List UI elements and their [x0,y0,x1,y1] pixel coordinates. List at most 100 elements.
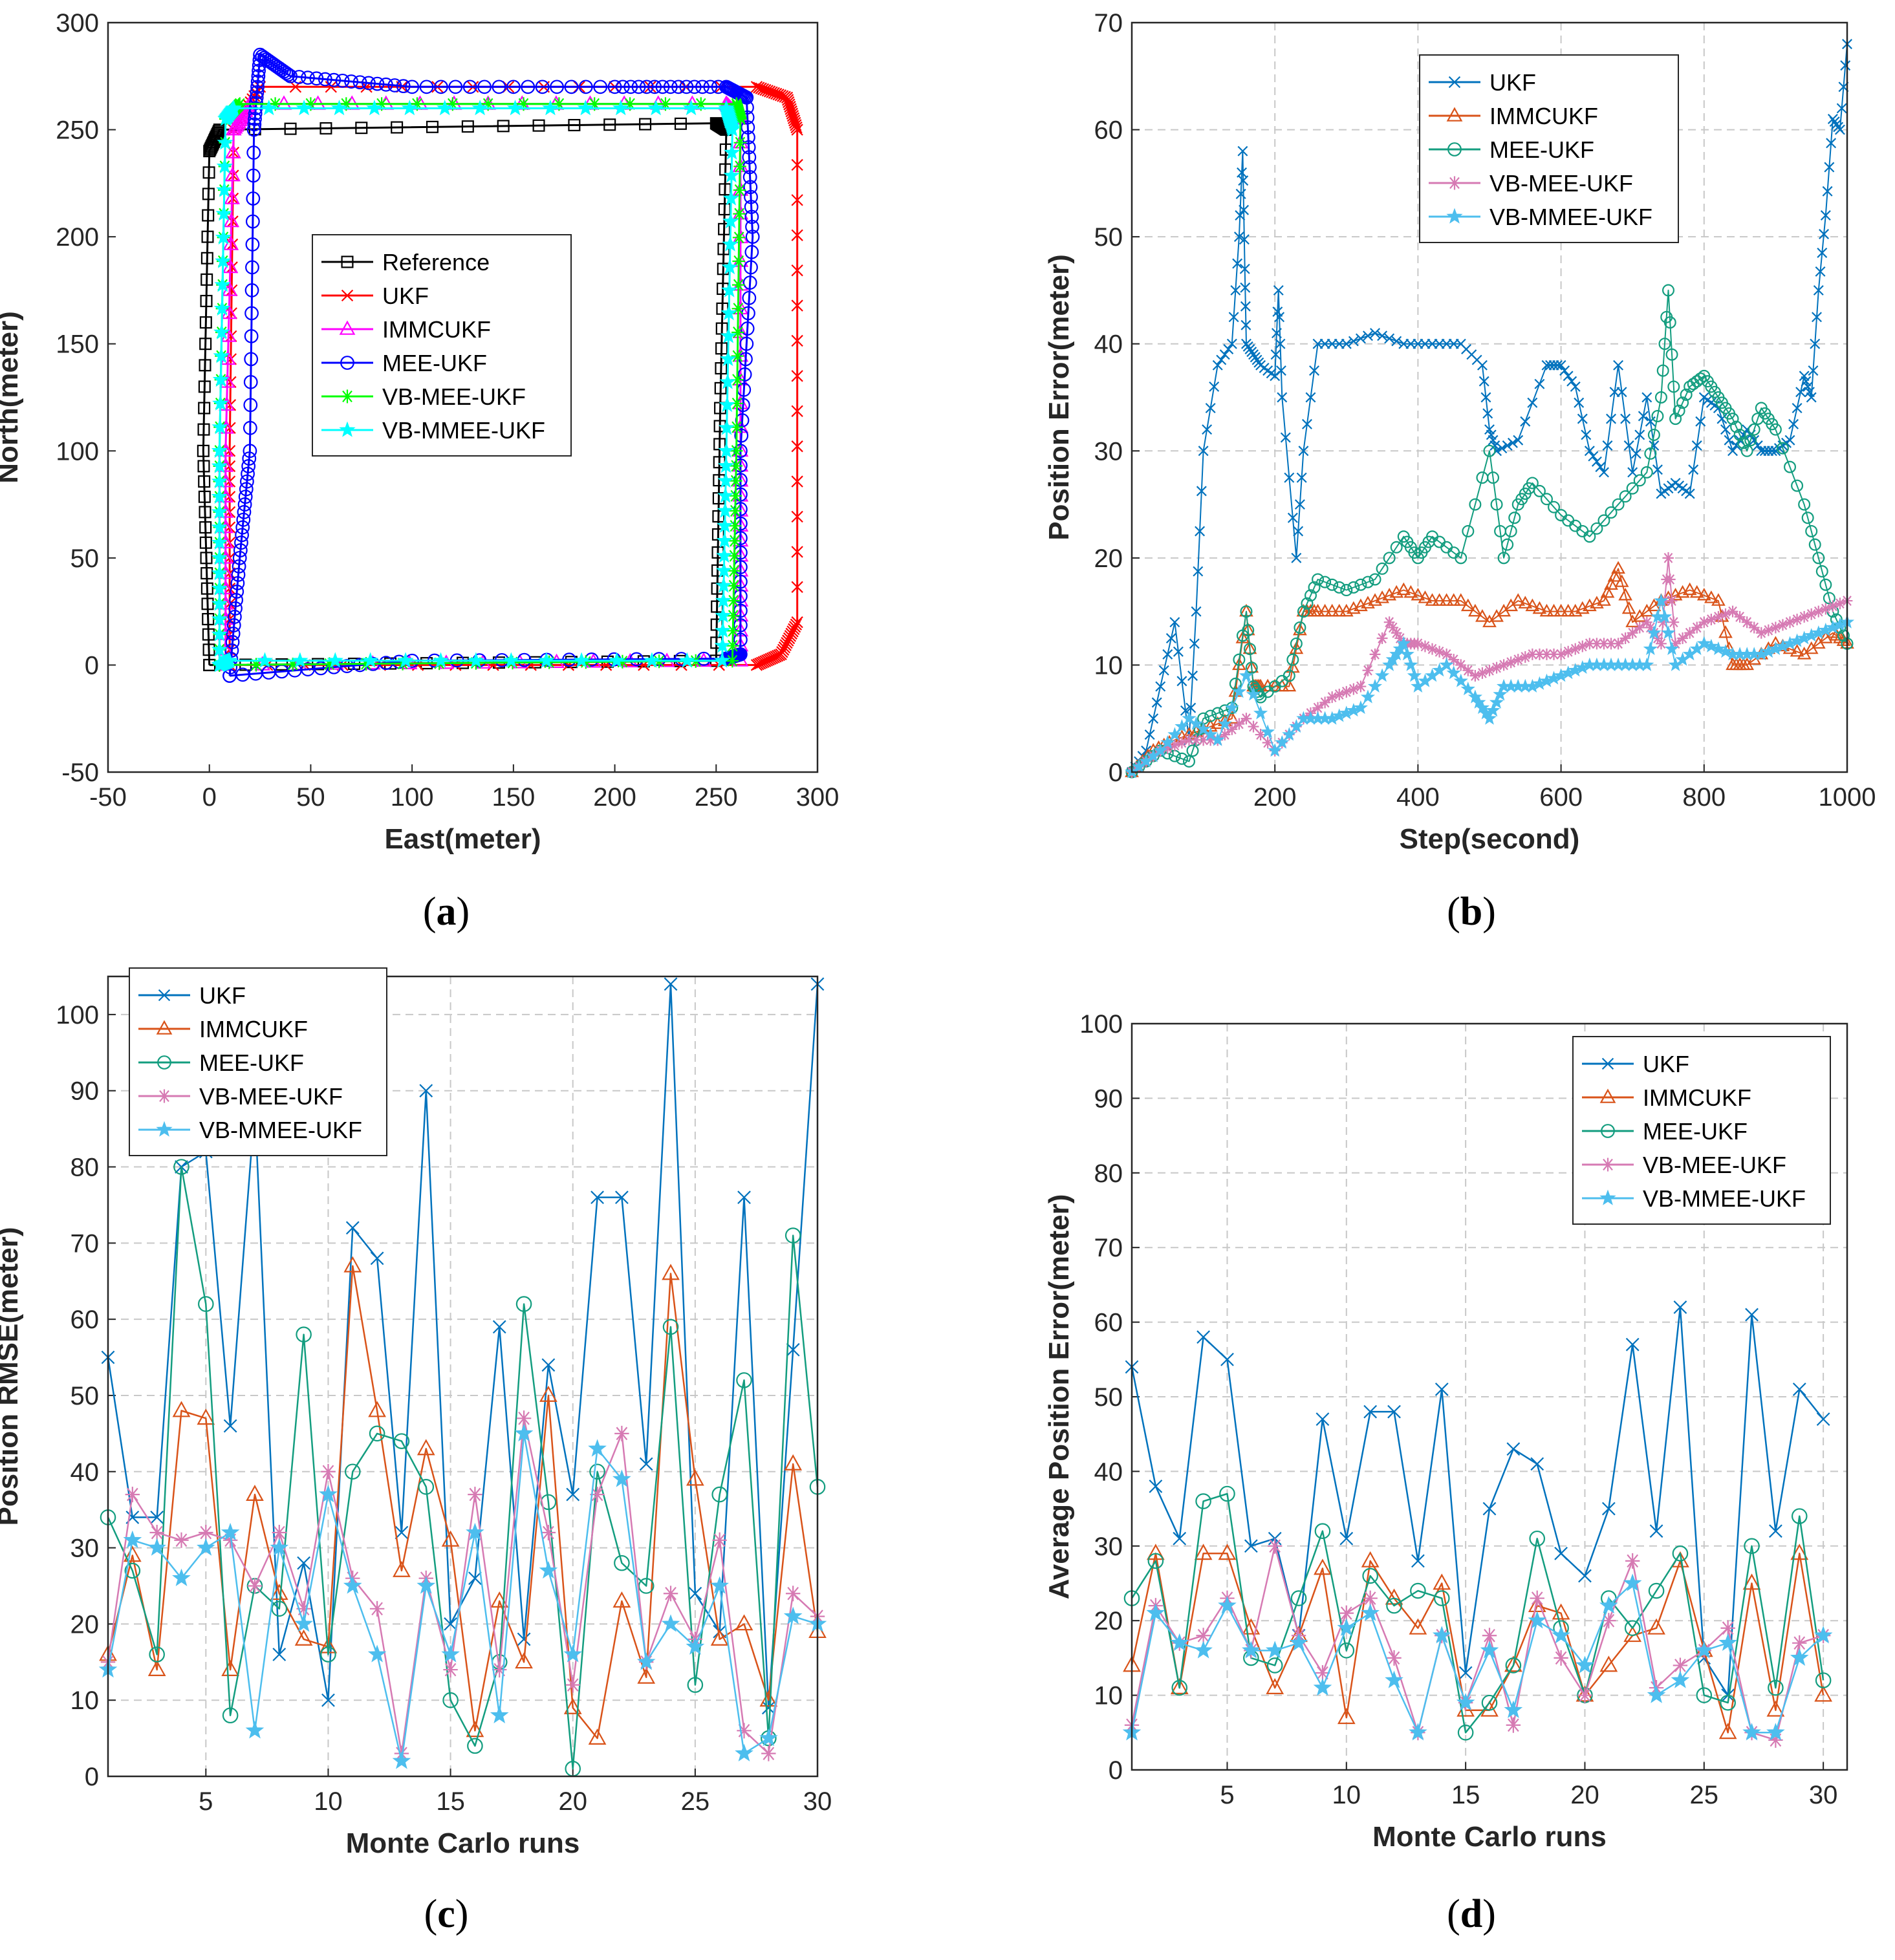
data-point [201,230,214,243]
data-point [247,117,262,132]
data-point [243,398,258,413]
data-point [1262,737,1273,749]
data-point [1790,643,1804,657]
data-point [434,80,448,94]
data-point [1165,633,1176,644]
data-point [1226,338,1237,349]
data-point [1275,365,1286,376]
data-point [1664,573,1676,585]
data-point [1563,645,1574,658]
data-point [1530,1590,1544,1606]
data-point [1418,590,1433,603]
data-point [1834,124,1845,135]
data-point [149,1646,165,1663]
data-point [1286,653,1299,666]
data-point [1220,1352,1234,1366]
data-point [1239,204,1250,215]
data-point [251,69,266,83]
data-point [198,475,211,488]
data-point [1506,1442,1521,1456]
data-point [200,552,213,565]
data-point [362,76,376,91]
legend-item-vb-mmee-ukf: VB-MMEE-UKF [321,417,545,444]
data-point [1294,621,1306,634]
data-point [147,1538,166,1556]
data-point [1666,595,1678,607]
data-point [732,205,749,220]
data-point [1647,1618,1665,1635]
data-point [1218,1596,1237,1614]
legend-label: MEE-UKF [1643,1118,1748,1145]
data-point [712,510,725,523]
data-point [241,466,255,481]
legend-marker [156,1121,173,1137]
data-point [1229,677,1242,690]
y-tick-label: 40 [1094,330,1123,359]
data-point [1611,561,1625,574]
data-point [726,608,740,623]
data-point [1147,1553,1164,1569]
y-tick-label: 10 [1094,651,1123,680]
data-point [1160,735,1175,749]
data-point [710,1576,729,1594]
data-point [1326,578,1339,591]
data-point [297,1556,310,1570]
data-point [240,474,254,489]
data-point [1546,603,1561,617]
legend-marker [341,255,354,268]
x-tick-label: 25 [681,1787,710,1816]
data-point [123,1545,142,1562]
data-point [360,657,373,671]
data-point [1595,462,1606,473]
data-point [1289,718,1304,733]
series-group [1124,39,1855,779]
data-point [1240,301,1251,312]
data-point [221,1660,240,1676]
panel-b-position-error-chart: 200 400 600 800 1000 0 10 20 30 40 50 60 70 Step(seco… [1043,9,1876,855]
data-point [1526,477,1539,490]
data-point [1533,484,1546,497]
legend-label: UKF [1643,1051,1689,1077]
data-point [211,641,228,657]
data-point [1534,378,1545,389]
panel-c-rmse-chart: 5 10 15 20 25 30 0 10 20 30 40 50 60 70 80 90 100 Monte C… [0,967,832,1859]
data-point [757,83,770,96]
data-point [731,301,745,316]
data-point [370,1251,384,1265]
data-point [200,582,213,595]
data-point [686,1637,705,1655]
data-point [1513,435,1524,446]
x-tick-label: 20 [558,1787,587,1816]
data-point [1555,360,1566,371]
data-point [492,1662,507,1678]
data-point [1148,713,1159,724]
x-tick-label: 15 [1451,1781,1480,1809]
data-point [723,167,740,183]
panel-label-d: (d) [1447,1892,1496,1936]
data-point [744,189,758,204]
data-point [662,1319,679,1335]
data-point [1355,333,1366,344]
data-point [283,69,298,83]
data-point [1645,621,1656,634]
data-point [1624,1620,1641,1637]
panel-label-b: (b) [1447,890,1496,934]
data-point [590,1190,604,1205]
data-point [1720,1694,1736,1711]
data-point [1755,627,1767,639]
data-point [1627,627,1638,639]
data-point [743,180,758,195]
data-point [1704,638,1718,652]
data-point [202,166,215,179]
x-tick-label: 250 [695,783,738,812]
data-point [1768,1679,1784,1696]
data-point [1742,1723,1761,1741]
data-point [785,103,797,115]
data-point [741,140,756,155]
data-point [1325,603,1339,617]
data-point [1268,1538,1283,1554]
x-tick-label: 0 [202,783,217,812]
data-point [791,158,803,171]
data-point [1195,1493,1211,1509]
data-point [564,80,579,94]
